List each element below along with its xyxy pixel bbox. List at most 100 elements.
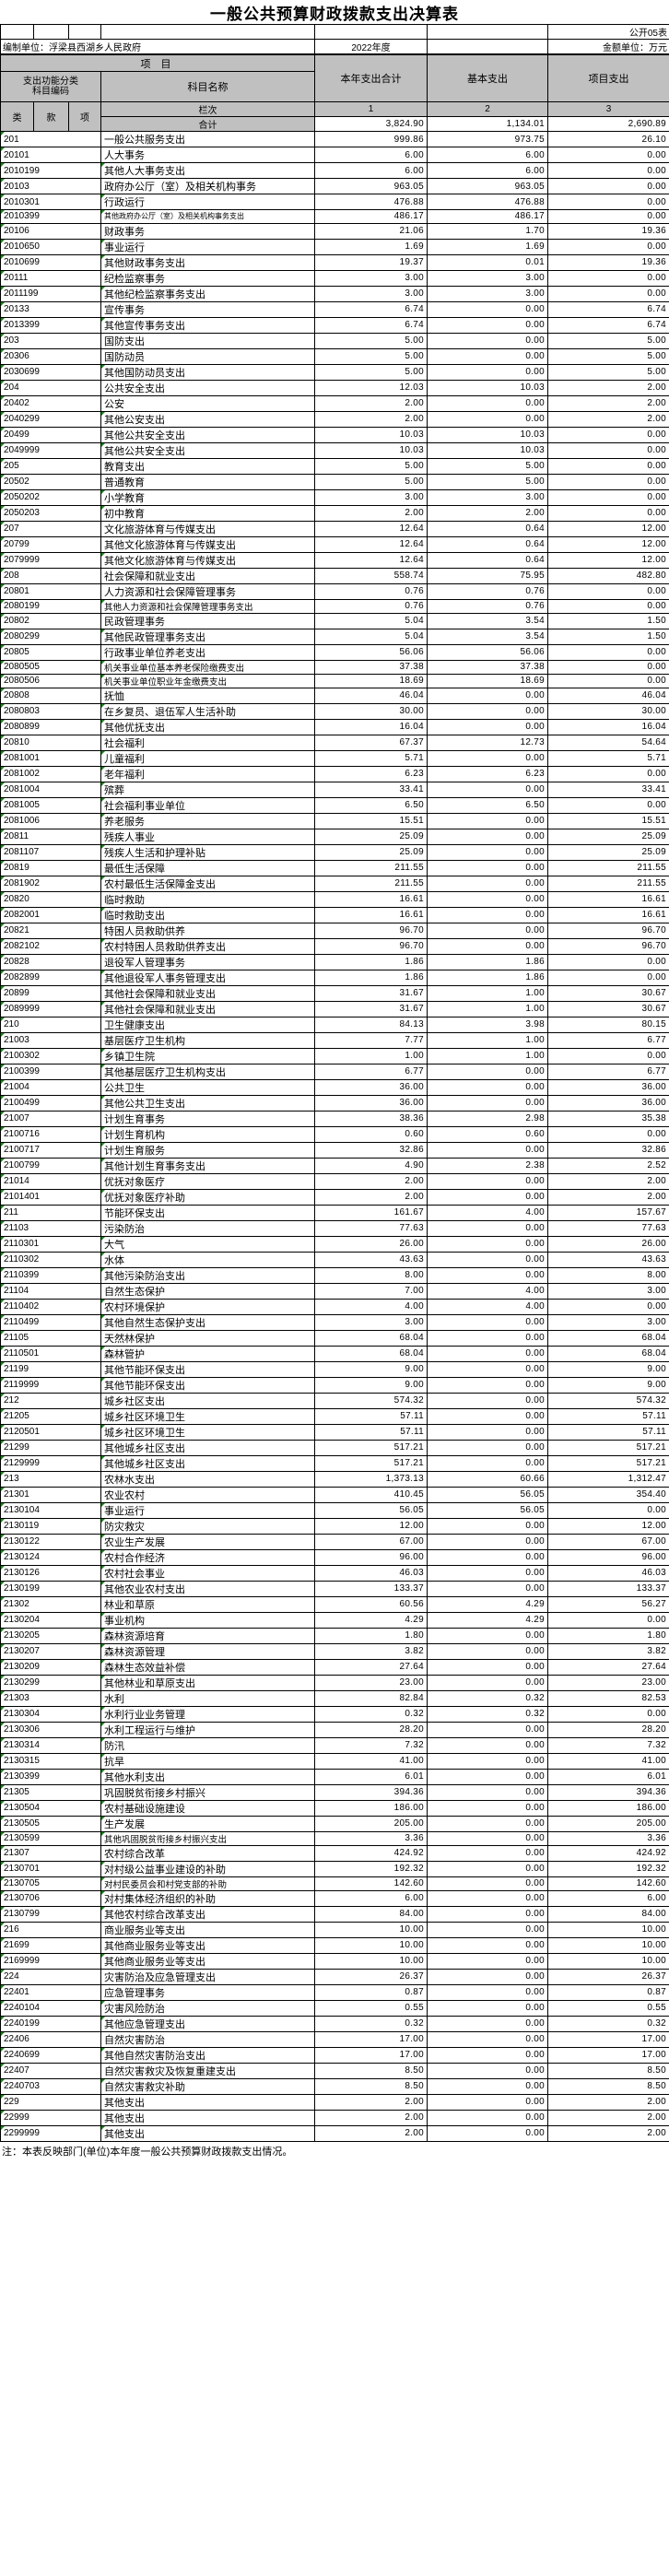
row-basic: 0.00 <box>427 1360 548 1378</box>
row-code: 207 <box>0 520 101 537</box>
row-subject-name: 污染防治 <box>100 1219 315 1237</box>
row-code: 20133 <box>0 300 101 318</box>
row-basic: 0.00 <box>427 2109 548 2126</box>
row-total: 10.00 <box>314 1936 428 1954</box>
row-basic: 1.00 <box>427 1031 548 1049</box>
row-code: 2110501 <box>0 1345 101 1362</box>
row-total: 5.71 <box>314 749 428 767</box>
row-subject-name: 抚恤 <box>100 687 315 704</box>
table-row: 2130306 水利工程运行与维护 28.20 0.00 28.20 <box>0 1721 669 1738</box>
row-basic: 3.00 <box>427 285 548 302</box>
row-project: 0.00 <box>547 1298 669 1315</box>
row-total: 57.11 <box>314 1423 428 1441</box>
row-project: 5.00 <box>547 347 669 365</box>
row-basic: 0.00 <box>427 1345 548 1362</box>
row-basic: 0.00 <box>427 1188 548 1206</box>
header-col-total-label: 本年支出合计 <box>340 74 402 85</box>
row-basic: 0.64 <box>427 535 548 553</box>
row-total: 5.04 <box>314 612 428 629</box>
row-basic: 3.00 <box>427 269 548 287</box>
row-total: 30.00 <box>314 702 428 720</box>
row-project: 19.36 <box>547 222 669 240</box>
table-row: 22401 应急管理事务 0.87 0.00 0.87 <box>0 1983 669 2001</box>
row-total: 6.77 <box>314 1063 428 1080</box>
row-code: 2100399 <box>0 1063 101 1080</box>
table-row: 2011199 其他纪检监察事务支出 3.00 3.00 0.00 <box>0 285 669 302</box>
row-basic: 0.00 <box>427 1423 548 1441</box>
row-project: 0.00 <box>547 488 669 506</box>
row-project: 96.00 <box>547 1548 669 1566</box>
row-basic: 0.00 <box>427 906 548 923</box>
row-total: 56.06 <box>314 643 428 661</box>
row-project: 394.36 <box>547 1783 669 1801</box>
row-code: 2130314 <box>0 1736 101 1754</box>
row-subject-name: 农业农村 <box>100 1486 315 1503</box>
row-subject-name: 自然生态保护 <box>100 1282 315 1300</box>
row-subject-name: 初中教育 <box>100 504 315 522</box>
table-row: 20820 临时救助 16.61 0.00 16.61 <box>0 890 669 908</box>
table-row: 2100717 计划生育服务 32.86 0.00 32.86 <box>0 1141 669 1159</box>
row-code: 2130126 <box>0 1564 101 1582</box>
row-total: 17.00 <box>314 2046 428 2064</box>
row-subject-name: 事业机构 <box>100 1611 315 1629</box>
row-project: 2.00 <box>547 1188 669 1206</box>
row-code: 2130306 <box>0 1721 101 1738</box>
table-row: 216 商业服务业等支出 10.00 0.00 10.00 <box>0 1921 669 1938</box>
row-total: 60.56 <box>314 1595 428 1613</box>
row-basic: 0.00 <box>427 1642 548 1660</box>
row-project: 96.70 <box>547 937 669 955</box>
row-project: 15.51 <box>547 812 669 829</box>
row-code: 2040299 <box>0 410 101 428</box>
row-basic: 0.00 <box>427 1172 548 1190</box>
row-subject-name: 城乡社区支出 <box>100 1392 315 1409</box>
row-project: 2.00 <box>547 1172 669 1190</box>
row-code: 20810 <box>0 734 101 751</box>
row-code: 2010199 <box>0 162 101 179</box>
table-row: 2130799 其他农村综合改革支出 84.00 0.00 84.00 <box>0 1905 669 1923</box>
row-project: 12.00 <box>547 520 669 537</box>
row-project: 27.64 <box>547 1658 669 1676</box>
row-code: 2080506 <box>0 673 101 688</box>
row-basic: 2.38 <box>427 1157 548 1174</box>
row-total: 517.21 <box>314 1454 428 1472</box>
table-row: 22407 自然灾害救灾及恢复重建支出 8.50 0.00 8.50 <box>0 2062 669 2079</box>
row-subject-name: 其他自然灾害防治支出 <box>100 2046 315 2064</box>
row-project: 80.15 <box>547 1016 669 1033</box>
row-subject-name: 其他支出 <box>100 2109 315 2126</box>
table-row: 2130104 事业运行 56.05 56.05 0.00 <box>0 1501 669 1519</box>
row-basic: 0.00 <box>427 2015 548 2032</box>
meta-blank-3 <box>68 24 101 40</box>
row-project: 26.37 <box>547 1968 669 1985</box>
table-row: 2101401 优抚对象医疗补助 2.00 0.00 2.00 <box>0 1188 669 1206</box>
row-code: 208 <box>0 567 101 584</box>
row-total: 6.50 <box>314 796 428 814</box>
row-subject-name: 其他支出 <box>100 2124 315 2142</box>
row-total: 6.74 <box>314 316 428 334</box>
row-project: 33.41 <box>547 781 669 798</box>
row-basic: 3.54 <box>427 612 548 629</box>
row-basic: 0.00 <box>427 1392 548 1409</box>
row-basic: 2.98 <box>427 1110 548 1127</box>
row-code: 21014 <box>0 1172 101 1190</box>
row-project: 36.00 <box>547 1078 669 1096</box>
table-row: 2110499 其他自然生态保护支出 3.00 0.00 3.00 <box>0 1313 669 1331</box>
table-row: 207 文化旅游体育与传媒支出 12.64 0.64 12.00 <box>0 520 669 537</box>
total-row-total: 3,824.90 <box>314 116 428 132</box>
table-row: 224 灾害防治及应急管理支出 26.37 0.00 26.37 <box>0 1968 669 1985</box>
row-total: 25.09 <box>314 843 428 861</box>
row-basic: 56.05 <box>427 1486 548 1503</box>
row-code: 22407 <box>0 2062 101 2079</box>
table-row: 20133 宣传事务 6.74 0.00 6.74 <box>0 300 669 318</box>
row-code: 229 <box>0 2093 101 2111</box>
row-total: 9.00 <box>314 1376 428 1394</box>
table-footnote: 注：本表反映部门(单位)本年度一般公共预算财政拨款支出情况。 <box>2 2146 293 2158</box>
row-subject-name: 防灾救灾 <box>100 1517 315 1535</box>
row-basic: 0.00 <box>427 1533 548 1550</box>
row-subject-name: 其他公共安全支出 <box>100 441 315 459</box>
table-row: 2081001 儿童福利 5.71 0.00 5.71 <box>0 749 669 767</box>
row-subject-name: 其他节能环保支出 <box>100 1376 315 1394</box>
row-basic: 0.00 <box>427 828 548 845</box>
row-total: 211.55 <box>314 875 428 892</box>
row-subject-name: 其他纪检监察事务支出 <box>100 285 315 302</box>
row-subject-name: 森林资源培育 <box>100 1627 315 1644</box>
